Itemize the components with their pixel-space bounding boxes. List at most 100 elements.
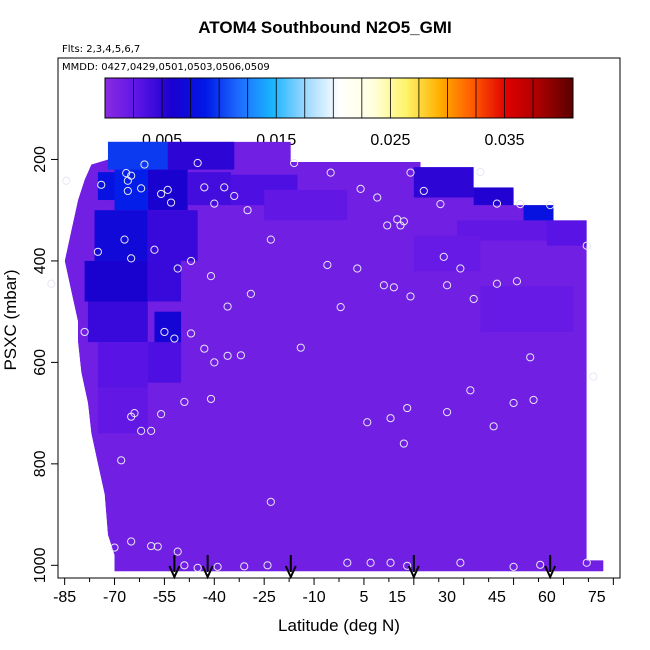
x-tick-label: -55 [153,589,176,606]
x-tick-label: 5 [359,589,368,606]
observation-point [137,426,146,435]
heatmap-cell [84,260,148,302]
observation-point [156,410,166,419]
heatmap-cell [147,342,182,383]
flight-marker-arrowhead [201,565,214,580]
observation-point [110,543,119,552]
y-tick-label: 1000 [32,547,49,583]
observation-point [62,176,71,185]
observation-point [127,254,136,263]
observation-point [200,183,209,192]
y-tick-label: 200 [32,146,49,173]
observation-point [137,184,146,193]
observation-point [492,279,502,288]
heatmap-cell [97,342,148,388]
flight-marker-arrowhead [284,565,297,580]
observation-point [180,561,189,570]
heatmap-cell [546,220,587,246]
observation-point [123,186,132,196]
heatmap-cell [147,210,198,261]
observation-point [373,193,382,202]
observation-point [266,235,275,244]
observation-point [236,351,245,360]
observation-point [140,160,149,169]
observation-point [186,256,196,266]
observation-point [546,201,555,210]
observation-point [122,169,131,178]
x-tick-label: 15 [388,589,406,606]
observation-point [363,418,372,427]
observation-point [47,279,56,288]
observation-point [403,403,412,413]
observation-point [526,353,535,362]
observation-point [220,183,229,192]
x-tick-label: -40 [203,589,226,606]
observation-point [290,158,299,168]
observation-point [147,426,156,435]
observation-point [386,558,395,567]
observation-point [516,200,525,209]
colorbar-tick-label: 0.035 [484,132,524,149]
observation-point [442,408,452,417]
chart-title: ATOM4 Southbound N2O5_GMI [198,18,452,37]
flight-marker-arrowhead [407,565,420,580]
observation-point [336,302,345,312]
heatmap-cell [87,301,148,343]
observation-point [240,562,249,571]
observation-point [266,497,275,507]
observation-point [386,414,395,423]
colorbar [104,77,574,119]
observation-point [536,560,545,569]
observation-point [210,199,219,208]
observation-point [206,394,216,404]
colorbar-tick-label: 0.025 [370,132,410,149]
flight-marker-arrowhead [168,565,181,580]
observation-point [406,168,415,177]
observation-point [127,412,136,421]
heatmap-cell [187,172,231,206]
observation-point [97,180,106,189]
heatmap-cell [413,235,481,272]
observation-point [127,171,136,180]
x-tick-label: 30 [438,589,456,606]
observation-point [389,283,398,292]
observation-point [213,562,222,571]
x-tick-label: 75 [588,589,606,606]
observation-point [582,241,591,250]
heatmap-cell [107,141,168,170]
observation-point [476,168,485,177]
observation-point [379,281,388,290]
x-tick-label: 45 [488,589,506,606]
heatmap-cell [513,189,547,206]
observation-point [436,200,445,209]
observation-point [193,563,202,572]
x-tick-label: -10 [302,589,325,606]
y-tick-label: 800 [32,450,49,477]
observation-point [153,542,162,551]
observation-point [439,252,448,261]
observation-point [353,264,362,273]
observation-point [366,558,375,567]
observation-point [243,206,252,215]
observation-point [383,221,392,230]
observation-point [200,344,209,353]
heatmap-cell [167,141,235,170]
observation-point [160,327,169,337]
observation-point [263,561,272,570]
x-axis-label: Latitude (deg N) [278,616,400,635]
observation-point [466,386,475,395]
observation-point [326,168,335,177]
heatmap-cell [94,210,148,261]
observation-point [589,372,598,381]
observation-point [127,537,136,546]
observation-point [180,397,189,407]
observation-point [156,189,166,199]
observation-point [456,558,465,567]
observation-point [403,561,412,570]
flights-note: Flts: 2,3,4,5,6,7 [62,44,141,55]
heatmap-cell [147,260,182,302]
heatmap-cell [480,286,574,332]
observation-point [323,260,332,270]
